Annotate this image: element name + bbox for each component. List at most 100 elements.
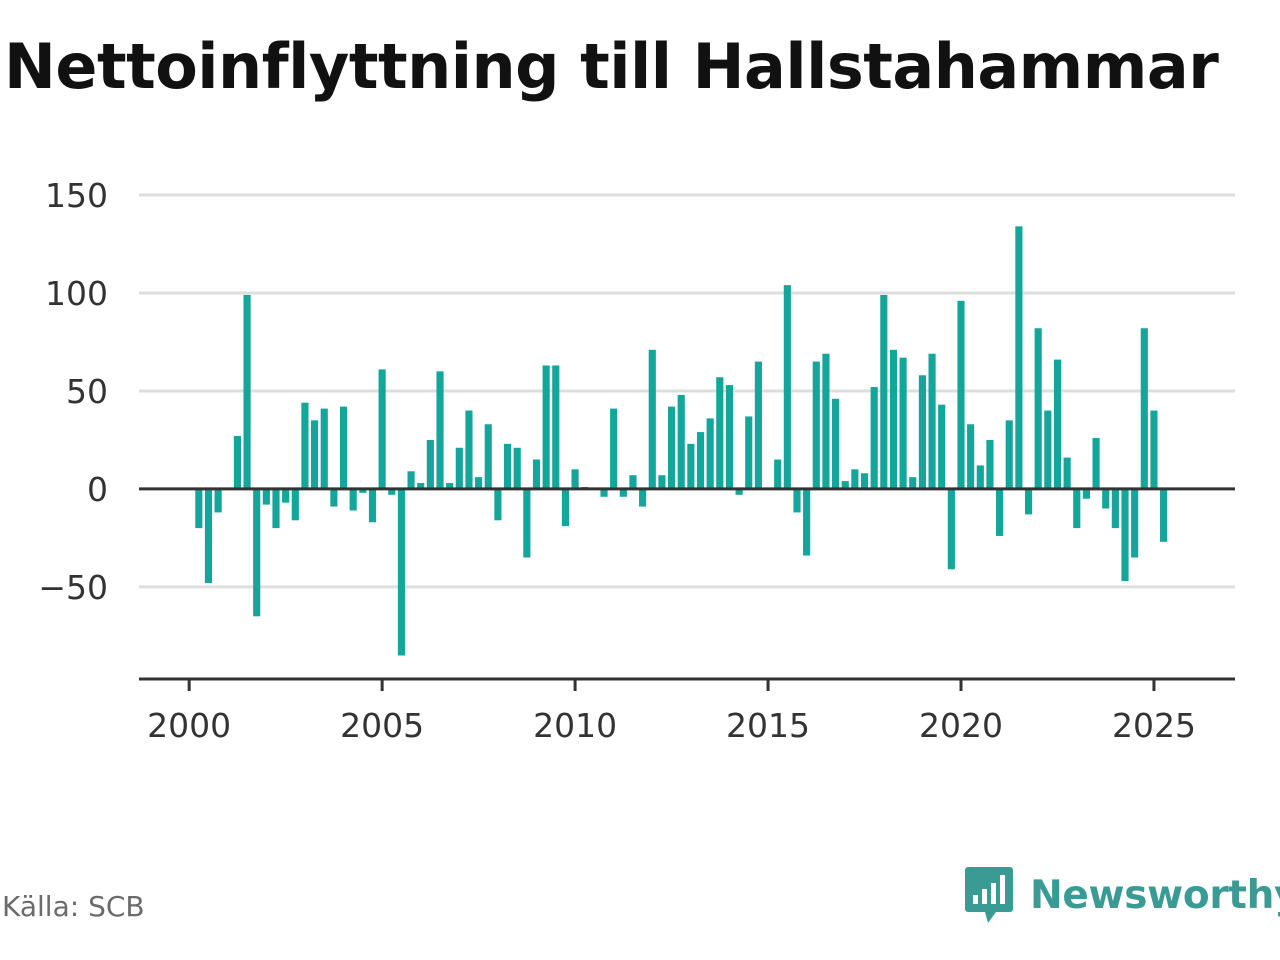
- bar: [870, 387, 878, 489]
- bar: [716, 377, 724, 489]
- axes: [139, 487, 1235, 691]
- x-tick-label: 2005: [340, 706, 424, 745]
- bar: [918, 375, 926, 489]
- bar: [359, 488, 367, 493]
- bar: [339, 406, 348, 489]
- bar: [812, 361, 820, 489]
- bar: [889, 349, 898, 489]
- bar: [658, 475, 666, 489]
- bar: [696, 432, 705, 489]
- bar: [793, 488, 801, 513]
- x-tick-label: 2015: [726, 706, 810, 745]
- bar: [996, 488, 1004, 536]
- bar: [1131, 488, 1139, 558]
- bar: [397, 488, 405, 656]
- x-tick-label: 2020: [919, 706, 1003, 745]
- bar: [484, 424, 492, 489]
- bar-series: [195, 226, 1168, 656]
- x-tick-label: 2010: [533, 706, 617, 745]
- y-tick-label: 150: [45, 176, 108, 215]
- bar: [388, 488, 396, 495]
- bar: [301, 402, 309, 489]
- bar: [330, 488, 338, 507]
- bar: [1160, 488, 1168, 542]
- bar: [947, 488, 955, 570]
- bar: [851, 469, 859, 489]
- bar: [832, 398, 840, 489]
- newsworthy-logo-icon: [965, 867, 1013, 923]
- bar: [639, 488, 647, 507]
- bar: [899, 357, 907, 489]
- bar: [745, 416, 753, 489]
- bar: [880, 294, 888, 489]
- bar: [976, 465, 984, 489]
- bar: [195, 488, 203, 529]
- bar: [667, 406, 676, 489]
- y-tick-label: 100: [45, 274, 108, 313]
- x-tick-label: 2000: [147, 706, 231, 745]
- bar: [957, 300, 965, 489]
- brand-name: Newsworthy: [1030, 872, 1280, 918]
- bar: [204, 488, 213, 583]
- source-note: Källa: SCB: [2, 890, 145, 923]
- bar: [706, 418, 714, 489]
- bar: [523, 488, 531, 558]
- bar: [1024, 488, 1033, 515]
- bar: [1111, 488, 1119, 529]
- bar: [417, 483, 425, 489]
- bar: [349, 488, 357, 511]
- bar: [1073, 488, 1081, 529]
- bar: [542, 365, 550, 489]
- bar: [677, 394, 685, 489]
- bar: [860, 473, 869, 489]
- bar: [1063, 457, 1071, 489]
- bar: [475, 477, 483, 489]
- bar: [320, 408, 328, 489]
- bar: [909, 477, 917, 489]
- bar: [378, 369, 386, 489]
- bar: [1150, 410, 1158, 489]
- bar: [1102, 488, 1110, 509]
- bar: [407, 471, 415, 489]
- bar: [243, 294, 251, 489]
- bar: [725, 385, 734, 489]
- bar: [774, 459, 782, 489]
- brand-logo[interactable]: Newsworthy: [964, 865, 1280, 925]
- bar: [687, 443, 695, 489]
- bar: [841, 481, 849, 489]
- bar: [1121, 488, 1129, 582]
- chart-title: Nettoinflyttning till Hallstahammar: [4, 30, 1219, 103]
- bar: [561, 488, 570, 527]
- bar: [214, 488, 222, 513]
- bar: [1053, 359, 1062, 489]
- bar: [532, 459, 541, 489]
- bar: [986, 439, 994, 489]
- bar: [1140, 328, 1148, 489]
- bar: [282, 488, 290, 503]
- bar: [600, 488, 608, 497]
- bar: [503, 443, 512, 489]
- bar: [233, 436, 241, 489]
- bar: [465, 410, 473, 489]
- bar: [648, 349, 656, 489]
- bar: [1015, 226, 1023, 489]
- bar: [1044, 410, 1052, 489]
- y-tick-label: 0: [87, 470, 108, 509]
- y-tick-label: 50: [66, 372, 108, 411]
- bar: [272, 488, 280, 529]
- bar: [1082, 488, 1090, 499]
- bar: [629, 475, 637, 489]
- bar: [619, 488, 627, 497]
- bar: [938, 404, 946, 489]
- bar: [1005, 420, 1013, 489]
- bar: [262, 488, 270, 505]
- bar: [783, 285, 791, 489]
- bar: [967, 424, 975, 489]
- y-tick-label: −50: [38, 568, 108, 607]
- bar: [311, 420, 319, 489]
- bar: [1092, 437, 1100, 489]
- bar: [455, 447, 463, 489]
- tick-labels: 150 100 50 0 −50 2000 2005 2010 2015 2020 2025: [38, 176, 1196, 745]
- bar: [446, 483, 454, 489]
- bar: [436, 371, 444, 489]
